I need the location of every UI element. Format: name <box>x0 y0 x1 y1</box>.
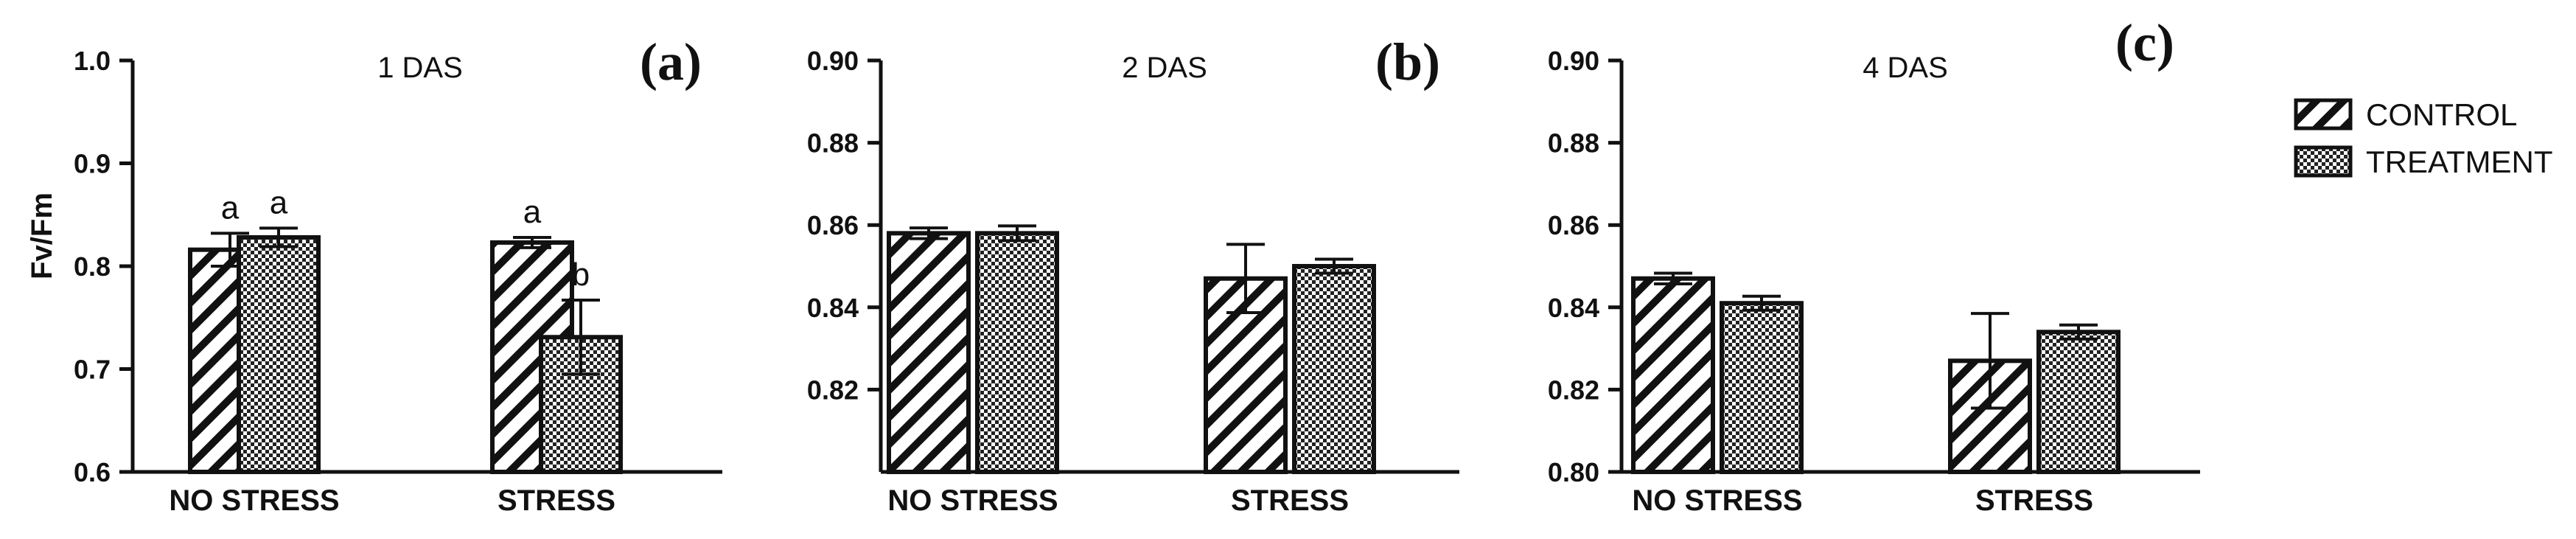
panel-a-y-tick-label: 0.7 <box>74 355 111 385</box>
panel-a: 1 DAS (a) 0.60.70.80.91.0a aNO STRESSabST… <box>74 32 722 517</box>
panel-c-title: 4 DAS <box>1863 52 1948 84</box>
panel-a-significance-label: a <box>523 194 542 230</box>
panel-b-bar-treatment-no-stress <box>975 231 1059 474</box>
panel-b-y-tick-label: 0.82 <box>807 375 859 405</box>
legend: CONTROL TREATMENT <box>2294 97 2553 179</box>
panel-b-bar-control-no-stress <box>887 231 971 474</box>
panel-b-y-tick-label: 0.88 <box>807 128 859 159</box>
panel-c-label: (c) <box>2115 13 2174 72</box>
panel-b-label: (b) <box>1375 32 1440 91</box>
panel-a-significance-label: a <box>221 189 240 226</box>
panel-b-bar-treatment-stress <box>1292 264 1376 474</box>
legend-treatment-swatch <box>2294 145 2353 178</box>
panel-c-bar-control-stress <box>1948 358 2032 474</box>
panel-a-significance-label: b <box>572 257 590 293</box>
panel-c-y-tick-label: 0.82 <box>1548 375 1599 405</box>
panel-c-category-label: STRESS <box>1975 484 2093 517</box>
panel-a-bar-treatment-stress <box>539 335 623 474</box>
panel-a-category-label: NO STRESS <box>169 484 339 517</box>
panel-b: 2 DAS (b) 0.82 0.84 0.86 0.88 0.90 NO STRESS S… <box>807 32 1459 517</box>
panel-c-y-tick-label: 0.90 <box>1548 46 1599 76</box>
panel-b-y-tick-label: 0.86 <box>807 210 859 240</box>
legend-control-swatch <box>2294 98 2353 131</box>
panel-a-y-tick-label: 1.0 <box>74 46 111 76</box>
panel-a-title: 1 DAS <box>377 52 463 84</box>
panel-b-category-label: NO STRESS <box>887 484 1058 517</box>
panel-a-category-label: STRESS <box>498 484 615 517</box>
panel-c-category-label: NO STRESS <box>1632 484 1802 517</box>
panel-c: 4 DAS (c) 0.80 0.82 0.84 0.86 0.88 0.90 NO STR… <box>1548 13 2200 517</box>
panel-c-y-tick-label: 0.80 <box>1548 457 1599 487</box>
panel-c-bar-control-no-stress <box>1631 276 1715 474</box>
y-axis-label: Fv/Fm <box>26 192 58 279</box>
panel-c-bar-treatment-no-stress <box>1720 301 1804 474</box>
legend-control-label: CONTROL <box>2366 97 2517 132</box>
panel-a-label: (a) <box>640 32 702 91</box>
panel-c-y-tick-label: 0.88 <box>1548 128 1599 159</box>
panel-c-y-tick-label: 0.84 <box>1548 293 1599 323</box>
panel-c-y-tick-label: 0.86 <box>1548 210 1599 240</box>
panel-a-y-tick-label: 0.9 <box>74 149 111 179</box>
panel-c-bar-treatment-stress <box>2036 330 2121 474</box>
panel-a-y-tick-label: 0.8 <box>74 251 111 282</box>
panel-a-bar-treatment-no-stress <box>237 234 321 474</box>
panel-b-y-tick-label: 0.90 <box>807 46 859 76</box>
panel-a-significance-label: a <box>270 184 288 220</box>
panel-b-y-tick-label: 0.84 <box>807 293 859 323</box>
legend-treatment-label: TREATMENT <box>2366 145 2553 179</box>
panel-a-y-tick-label: 0.6 <box>74 457 111 487</box>
panel-b-title: 2 DAS <box>1122 52 1207 84</box>
panel-b-category-label: STRESS <box>1231 484 1349 517</box>
